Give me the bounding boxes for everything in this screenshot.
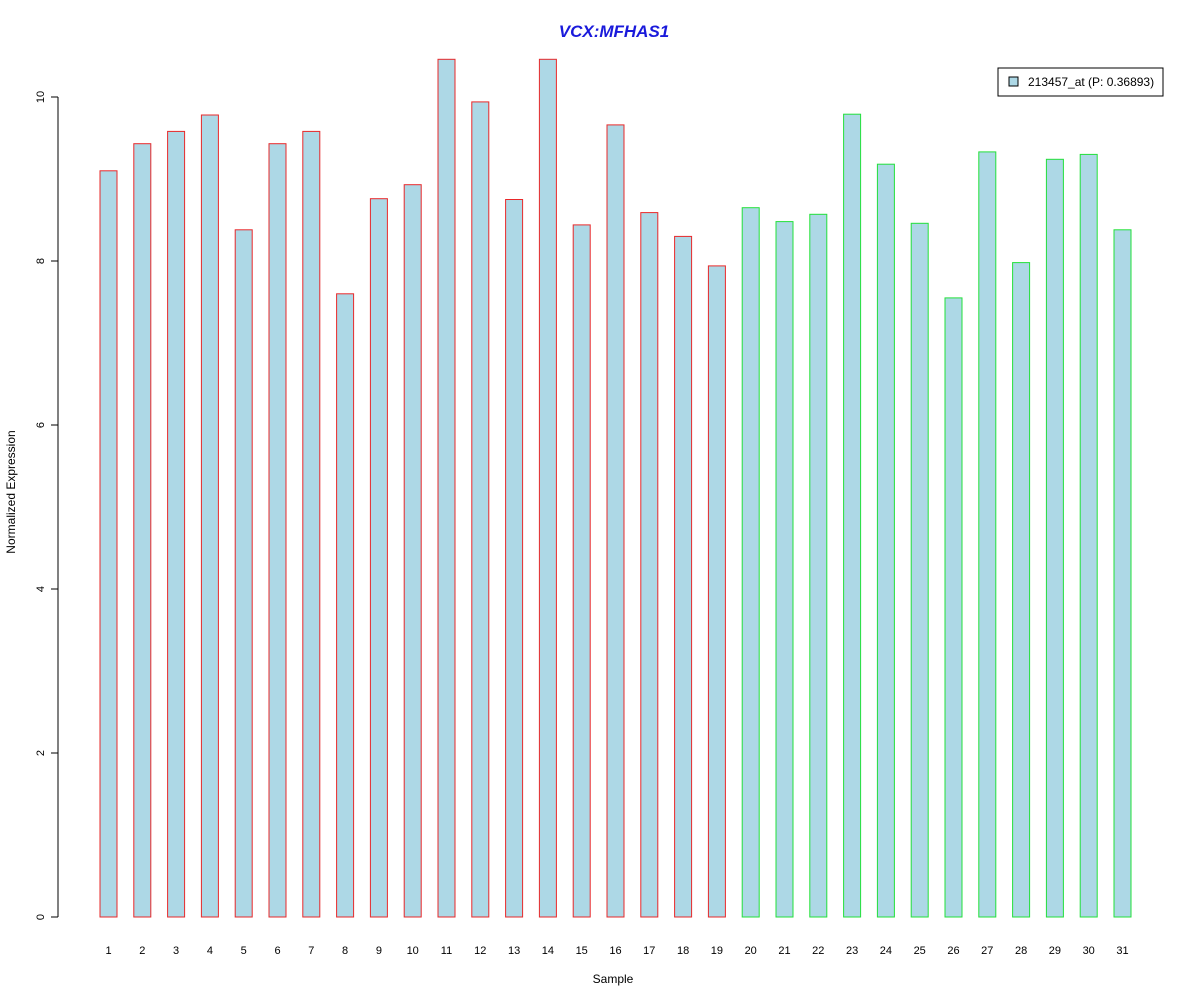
chart-title: VCX:MFHAS1 bbox=[559, 22, 670, 41]
x-tick-label: 25 bbox=[914, 945, 926, 957]
bar-sample-7 bbox=[302, 130, 321, 918]
x-tick-label: 24 bbox=[880, 945, 892, 957]
legend-box bbox=[997, 67, 1164, 97]
bar-sample-31 bbox=[1113, 229, 1132, 918]
x-tick-label: 28 bbox=[1015, 945, 1027, 957]
x-tick-label: 20 bbox=[745, 945, 757, 957]
bar-sample-23 bbox=[843, 113, 862, 918]
x-tick-label: 5 bbox=[241, 945, 247, 957]
bar-sample-6 bbox=[268, 143, 287, 918]
x-axis-title: Sample bbox=[593, 972, 634, 986]
y-axis: 0 2 4 6 8 10 bbox=[35, 91, 59, 920]
bar-sample-14 bbox=[538, 58, 557, 918]
bar-sample-1 bbox=[99, 170, 118, 918]
y-tick-label: 2 bbox=[35, 750, 47, 756]
x-tick-label: 16 bbox=[609, 945, 621, 957]
y-tick-label: 8 bbox=[35, 258, 47, 264]
bar-sample-18 bbox=[674, 235, 693, 918]
x-tick-label: 15 bbox=[576, 945, 588, 957]
x-tick-label: 8 bbox=[342, 945, 348, 957]
bar-sample-29 bbox=[1045, 158, 1064, 918]
y-tick-label: 4 bbox=[35, 586, 47, 592]
x-tick-label: 14 bbox=[542, 945, 554, 957]
x-tick-label: 12 bbox=[474, 945, 486, 957]
bar-sample-28 bbox=[1012, 262, 1031, 918]
x-tick-label: 27 bbox=[981, 945, 993, 957]
bar-sample-3 bbox=[167, 130, 186, 918]
bar-sample-30 bbox=[1079, 153, 1098, 918]
x-tick-label: 29 bbox=[1049, 945, 1061, 957]
x-tick-label: 11 bbox=[441, 945, 452, 957]
legend-swatch bbox=[1008, 76, 1019, 87]
bar-sample-25 bbox=[910, 222, 929, 918]
legend: 213457_at (P: 0.36893) bbox=[997, 67, 1164, 97]
bar-sample-10 bbox=[403, 184, 422, 918]
x-tick-label: 21 bbox=[778, 945, 790, 957]
x-tick-label: 19 bbox=[711, 945, 723, 957]
bar-sample-9 bbox=[369, 198, 388, 918]
bar-sample-21 bbox=[775, 221, 794, 918]
x-tick-label: 22 bbox=[812, 945, 824, 957]
bar-sample-11 bbox=[437, 58, 456, 918]
y-tick-label: 0 bbox=[35, 914, 47, 920]
x-tick-label: 1 bbox=[105, 945, 111, 957]
x-tick-label: 13 bbox=[508, 945, 520, 957]
bar-sample-20 bbox=[741, 207, 760, 918]
bar-sample-8 bbox=[336, 293, 355, 918]
y-tick-label: 10 bbox=[35, 91, 47, 103]
bar-sample-19 bbox=[707, 265, 726, 918]
bar-sample-12 bbox=[471, 101, 490, 918]
bar-sample-16 bbox=[606, 124, 625, 918]
x-tick-label: 10 bbox=[407, 945, 419, 957]
bar-sample-4 bbox=[200, 114, 219, 918]
x-tick-label: 23 bbox=[846, 945, 858, 957]
bar-sample-17 bbox=[640, 212, 659, 918]
bar-sample-15 bbox=[572, 224, 591, 918]
x-tick-label: 18 bbox=[677, 945, 689, 957]
x-tick-label: 26 bbox=[947, 945, 959, 957]
bar-sample-13 bbox=[505, 199, 524, 918]
bar-sample-26 bbox=[944, 297, 963, 918]
y-axis-title: Normalized Expression bbox=[4, 430, 18, 553]
x-tick-label: 3 bbox=[173, 945, 179, 957]
bar-sample-22 bbox=[809, 213, 828, 918]
x-tick-label: 2 bbox=[139, 945, 145, 957]
x-tick-label: 4 bbox=[207, 945, 213, 957]
x-tick-label: 30 bbox=[1083, 945, 1095, 957]
bar-sample-27 bbox=[978, 151, 997, 918]
bar-sample-24 bbox=[876, 163, 895, 918]
x-tick-label: 7 bbox=[308, 945, 314, 957]
x-tick-label: 9 bbox=[376, 945, 382, 957]
bars-group bbox=[99, 58, 1132, 918]
bar-sample-2 bbox=[133, 143, 152, 918]
legend-label: 213457_at (P: 0.36893) bbox=[1028, 75, 1154, 89]
x-tick-label: 31 bbox=[1116, 945, 1128, 957]
x-tick-labels: 1 2 3 4 5 6 7 8 9 10 11 12 13 14 15 16 17 18 19 20 21 22 23 24 2… bbox=[105, 945, 1128, 957]
x-tick-label: 17 bbox=[643, 945, 655, 957]
x-tick-label: 6 bbox=[274, 945, 280, 957]
bar-sample-5 bbox=[234, 229, 253, 918]
y-tick-label: 6 bbox=[35, 422, 47, 428]
